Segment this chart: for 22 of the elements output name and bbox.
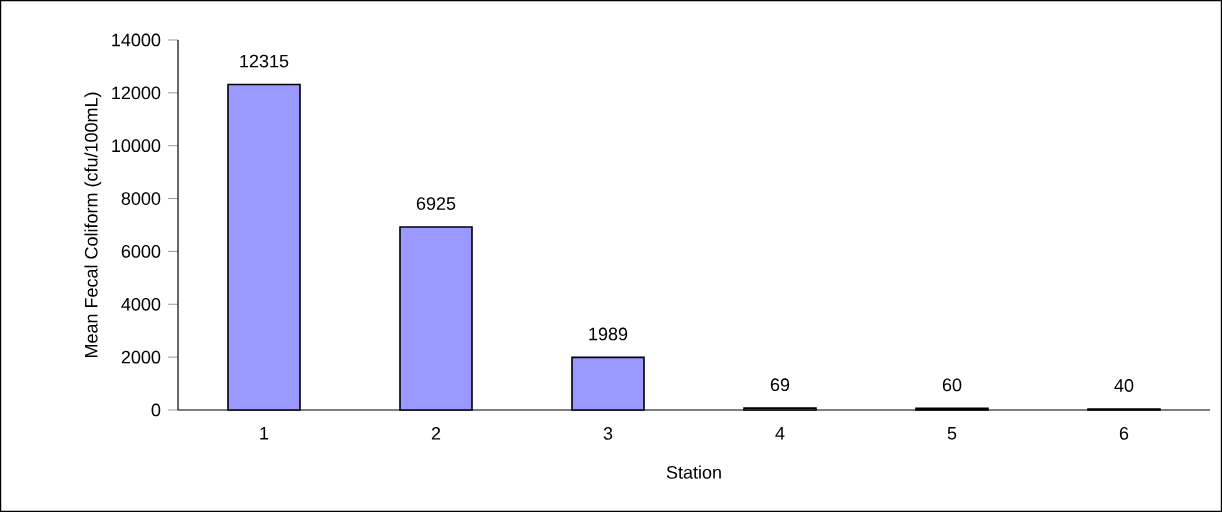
- data-label: 1989: [589, 327, 628, 341]
- y-tick-label: 12000: [112, 86, 161, 100]
- data-label: 6925: [416, 197, 456, 210]
- data-label: 40: [1114, 379, 1134, 392]
- y-tick-label: 6000: [121, 245, 161, 258]
- x-tick-label: 4: [775, 427, 785, 440]
- y-tick-label: 10000: [112, 139, 161, 153]
- x-tick-label: 3: [603, 427, 613, 440]
- y-axis-title: Mean Fecal Coliform (cfu/100mL): [84, 92, 102, 358]
- y-tick-label: 8000: [121, 192, 161, 205]
- x-tick-label: 6: [1119, 427, 1129, 440]
- y-tick-label: 0: [151, 403, 161, 417]
- x-tick-label: 1: [260, 427, 269, 440]
- x-tick-label: 2: [431, 427, 441, 440]
- y-tick-label: 14000: [112, 33, 161, 47]
- y-tick-label: 2000: [121, 350, 161, 364]
- data-label: 60: [942, 378, 962, 392]
- data-label: 69: [770, 378, 790, 392]
- x-axis-title: Station: [666, 465, 721, 479]
- x-tick-label: 5: [947, 427, 957, 440]
- y-tick-label: 4000: [121, 297, 161, 311]
- data-label: 12315: [240, 54, 289, 68]
